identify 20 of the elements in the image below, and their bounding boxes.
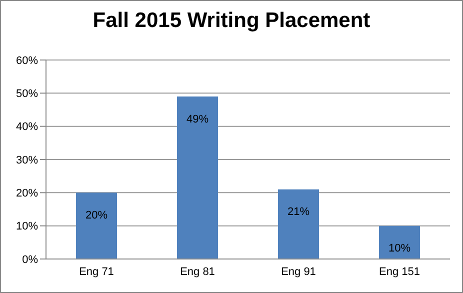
x-tick-label: Eng 71 <box>79 266 114 278</box>
data-label: 49% <box>186 113 209 126</box>
bar <box>379 226 420 259</box>
y-tick-label: 40% <box>16 121 38 134</box>
data-label: 10% <box>388 242 411 255</box>
y-tick-label: 50% <box>16 88 38 100</box>
y-tick-label: 20% <box>16 188 38 200</box>
y-tick-label: 10% <box>16 220 38 233</box>
data-label: 21% <box>287 206 310 218</box>
data-label: 20% <box>85 209 108 222</box>
y-tick-label: 0% <box>22 254 38 266</box>
chart-title: Fall 2015 Writing Placement <box>92 9 372 33</box>
bar <box>177 96 218 259</box>
bar <box>278 189 319 259</box>
x-tick-label: Eng 81 <box>180 266 215 278</box>
bar <box>76 192 117 259</box>
x-tick-label: Eng 91 <box>281 266 316 278</box>
y-tick-label: 60% <box>16 54 38 67</box>
x-tick-label: Eng 151 <box>379 266 420 278</box>
y-tick-label: 30% <box>16 154 38 166</box>
